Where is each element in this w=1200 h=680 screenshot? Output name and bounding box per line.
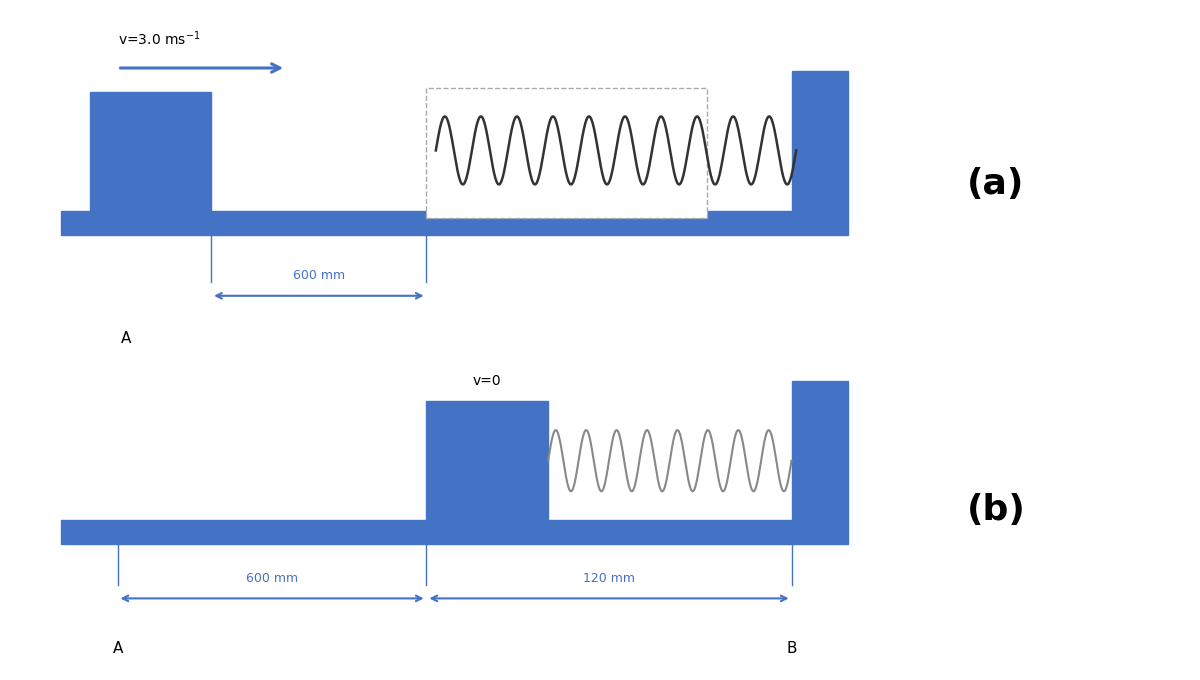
Text: (a): (a) — [967, 167, 1025, 201]
Text: 120 mm: 120 mm — [583, 572, 635, 585]
Text: B: B — [786, 641, 797, 656]
Text: v=3.0 ms$^{-1}$: v=3.0 ms$^{-1}$ — [118, 29, 200, 48]
Bar — [792, 381, 847, 544]
Bar — [61, 520, 792, 544]
Bar — [792, 71, 847, 235]
Text: A: A — [113, 641, 122, 656]
Text: 600 mm: 600 mm — [293, 269, 344, 282]
Text: v=0: v=0 — [473, 373, 502, 388]
Text: 600 mm: 600 mm — [246, 572, 298, 585]
Text: A: A — [121, 331, 131, 346]
Text: (b): (b) — [966, 493, 1026, 527]
Bar — [426, 88, 707, 218]
Bar — [61, 211, 792, 235]
Bar — [90, 92, 211, 211]
Bar — [426, 401, 548, 520]
